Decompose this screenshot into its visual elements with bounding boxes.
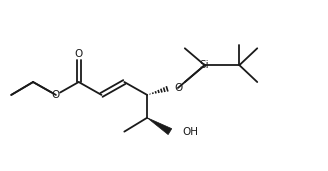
Polygon shape	[147, 118, 172, 135]
Text: O: O	[74, 49, 83, 59]
Text: O: O	[52, 90, 60, 100]
Text: O: O	[174, 83, 182, 93]
Text: OH: OH	[183, 127, 199, 137]
Text: Si: Si	[200, 60, 210, 70]
